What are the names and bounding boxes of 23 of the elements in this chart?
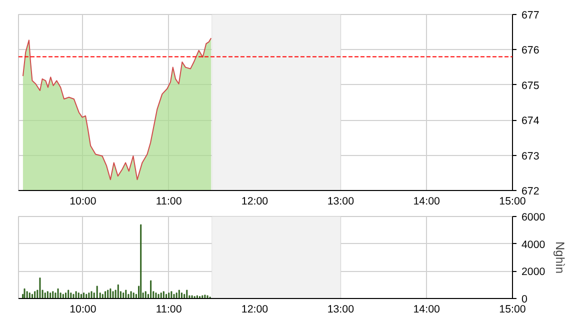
x-tick-label: 12:00 [241,304,268,316]
x-tick-label: 11:00 [156,196,182,208]
x-tick-label: 14:00 [413,196,440,208]
x-tick-label: 15:00 [499,304,526,316]
y-tick-label: 676 [522,44,540,57]
y-tick-label: 672 [522,186,540,198]
x-tick-label: 14:00 [413,304,440,316]
x-tick-label: 13:00 [327,304,354,316]
y-tick-label: 674 [522,115,540,128]
y-tick-label: 4000 [522,238,546,251]
y-tick-label: 675 [522,80,540,92]
x-tick-label: 11:00 [156,304,182,316]
x-tick-label: 12:00 [241,196,268,208]
x-tick-label: 15:00 [499,196,526,208]
x-tick-label: 10:00 [70,304,96,316]
y-tick-label: 673 [522,150,540,162]
y-tick-label: 0 [522,294,528,306]
y-tick-label: 6000 [522,212,546,224]
y-axis-title: Nghìn [553,241,568,274]
x-tick-label: 13:00 [327,196,354,208]
x-tick-label: 10:00 [70,196,96,208]
y-tick-label: 2000 [522,266,546,278]
y-tick-label: 677 [522,10,540,22]
